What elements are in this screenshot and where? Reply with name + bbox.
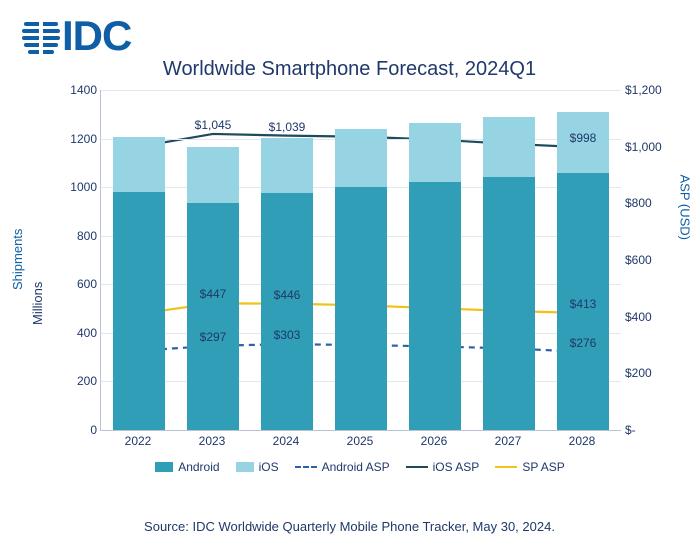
bar-ios xyxy=(261,138,313,193)
y-left-tick: 400 xyxy=(65,326,97,340)
chart-title: Worldwide Smartphone Forecast, 2024Q1 xyxy=(0,58,699,81)
plot-area: 0200400600800100012001400$-$200$400$600$… xyxy=(100,90,621,431)
y-left-sub: Millions xyxy=(30,282,45,325)
y-right-title: ASP (USD) xyxy=(677,175,692,241)
idc-logo: IDC xyxy=(22,12,131,60)
bar-android xyxy=(187,203,239,430)
bar-ios xyxy=(113,137,165,192)
y-right-tick: $200 xyxy=(625,366,671,380)
y-left-title: Shipments xyxy=(10,229,25,290)
y-left-tick: 800 xyxy=(65,229,97,243)
logo-text: IDC xyxy=(62,12,131,60)
y-left-tick: 1000 xyxy=(65,180,97,194)
x-tick: 2027 xyxy=(482,434,534,448)
bar-android xyxy=(261,193,313,431)
legend-item: iOS ASP xyxy=(406,460,480,474)
data-label: $447 xyxy=(200,287,227,301)
source-line: Source: IDC Worldwide Quarterly Mobile P… xyxy=(0,519,699,534)
data-label: $303 xyxy=(274,328,301,342)
data-label: $1,039 xyxy=(269,120,306,134)
data-label: $446 xyxy=(274,288,301,302)
y-left-tick: 200 xyxy=(65,374,97,388)
bar-android xyxy=(483,177,535,430)
globe-icon xyxy=(22,16,60,56)
data-label: $998 xyxy=(570,131,597,145)
y-right-tick: $- xyxy=(625,423,671,437)
x-tick: 2026 xyxy=(408,434,460,448)
data-label: $1,045 xyxy=(195,118,232,132)
y-right-tick: $1,200 xyxy=(625,83,671,97)
legend-item: iOS xyxy=(236,460,279,474)
bar-ios xyxy=(335,129,387,187)
data-label: $297 xyxy=(200,330,227,344)
y-left-tick: 600 xyxy=(65,277,97,291)
x-tick: 2028 xyxy=(556,434,608,448)
y-left-tick: 1400 xyxy=(65,83,97,97)
legend-item: SP ASP xyxy=(495,460,564,474)
legend-item: Android xyxy=(155,460,219,474)
y-right-tick: $800 xyxy=(625,196,671,210)
bar-android xyxy=(113,192,165,430)
data-label: $413 xyxy=(570,297,597,311)
bar-android xyxy=(409,182,461,430)
legend: Android iOS Android ASP iOS ASP SP ASP xyxy=(100,460,620,474)
x-tick: 2023 xyxy=(186,434,238,448)
bar-ios xyxy=(483,117,535,178)
bar-ios xyxy=(187,147,239,203)
y-right-tick: $1,000 xyxy=(625,140,671,154)
data-label: $276 xyxy=(570,336,597,350)
y-right-tick: $400 xyxy=(625,310,671,324)
bar-ios xyxy=(409,123,461,183)
x-tick: 2025 xyxy=(334,434,386,448)
x-tick: 2022 xyxy=(112,434,164,448)
y-left-tick: 0 xyxy=(65,423,97,437)
chart: Shipments Millions ASP (USD) 02004006008… xyxy=(40,90,672,490)
y-left-tick: 1200 xyxy=(65,132,97,146)
y-right-tick: $600 xyxy=(625,253,671,267)
legend-item: Android ASP xyxy=(295,460,390,474)
x-tick: 2024 xyxy=(260,434,312,448)
bar-android xyxy=(335,187,387,430)
